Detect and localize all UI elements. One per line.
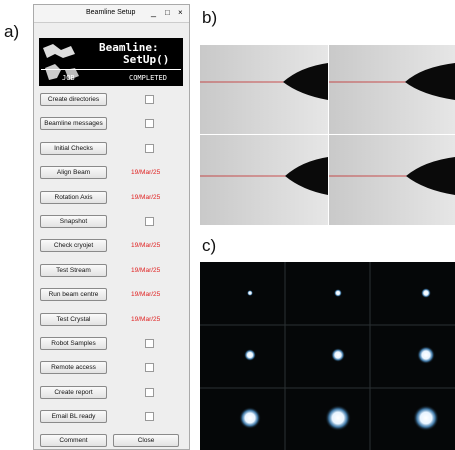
completed-date: 19/Mar/25 (131, 291, 161, 299)
banner-art (43, 44, 79, 80)
minimize[interactable]: _ (151, 7, 157, 17)
completed-checkbox[interactable] (145, 217, 154, 226)
job-button[interactable]: Rotation Axis (40, 190, 107, 204)
completed-date: 19/Mar/25 (131, 169, 161, 177)
completed-checkbox[interactable] (145, 387, 154, 397)
needle-cell (200, 135, 328, 225)
footer-button[interactable]: Close (113, 434, 179, 447)
completed-date: 19/Mar/25 (131, 266, 161, 274)
close-x[interactable]: × (178, 8, 183, 17)
panel-label: b) (202, 8, 218, 27)
window-title: Beamline Setup (86, 9, 136, 16)
job-button[interactable]: Remote access (40, 361, 107, 375)
job-button[interactable]: Align Beam (40, 166, 107, 180)
panel-label: c) (202, 236, 217, 255)
completed-date: 19/Mar/25 (131, 193, 161, 201)
job-button[interactable]: Robot Samples (40, 337, 107, 350)
header-completed: COMPLETED (129, 74, 167, 82)
banner-line1: Beamline: (99, 41, 159, 54)
job-button[interactable]: Create report (40, 385, 107, 399)
needle-images (200, 45, 455, 225)
panel-label: a) (4, 22, 20, 41)
footer-button[interactable]: Comment (40, 434, 107, 447)
banner: Beamline: SetUp() JOB COMPLETED (39, 38, 183, 86)
banner-line2: SetUp() (123, 53, 170, 66)
completed-checkbox[interactable] (145, 95, 154, 104)
banner-rule (41, 69, 181, 70)
completed-checkbox[interactable] (145, 119, 154, 129)
completed-checkbox[interactable] (145, 143, 154, 153)
title-bar: Beamline Setup _ □ × (34, 5, 189, 23)
completed-checkbox[interactable] (145, 363, 154, 373)
job-button[interactable]: Test Crystal (40, 312, 107, 326)
completed-checkbox[interactable] (145, 412, 154, 422)
completed-checkbox[interactable] (145, 339, 154, 348)
job-button[interactable]: Test Stream (40, 263, 107, 277)
needle-cell (329, 135, 455, 225)
completed-date: 19/Mar/25 (131, 242, 161, 250)
job-button[interactable]: Snapshot (40, 215, 107, 228)
needle-cell (329, 45, 455, 134)
maximize[interactable]: □ (165, 8, 170, 17)
completed-date: 19/Mar/25 (131, 315, 161, 323)
job-button[interactable]: Beamline messages (40, 117, 107, 131)
job-button[interactable]: Check cryojet (40, 239, 107, 253)
job-button[interactable]: Create directories (40, 93, 107, 106)
beam-images (200, 262, 455, 450)
header-job: JOB (62, 74, 75, 82)
beam-spots (239, 288, 439, 431)
needle-cell (200, 45, 328, 134)
setup-window: Beamline Setup _ □ × Beamline: SetUp() J… (33, 4, 190, 450)
job-button[interactable]: Initial Checks (40, 141, 107, 155)
job-button[interactable]: Email BL ready (40, 410, 107, 424)
job-button[interactable]: Run beam centre (40, 288, 107, 302)
